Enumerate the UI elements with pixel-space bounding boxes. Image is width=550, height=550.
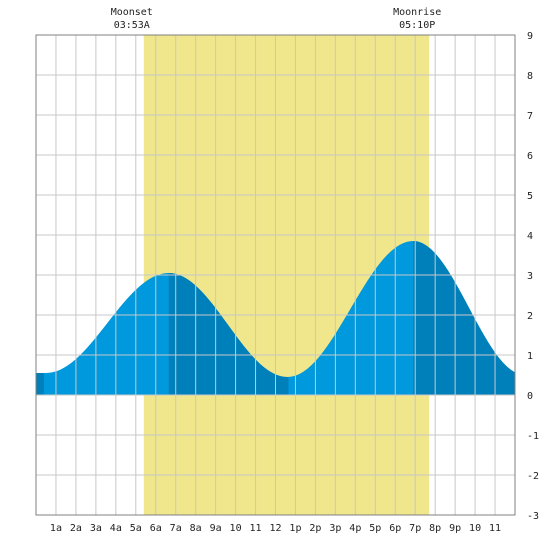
x-tick-label: 5a <box>130 523 142 534</box>
y-tick-label: -1 <box>527 431 539 442</box>
x-tick-label: 4a <box>110 523 122 534</box>
y-tick-label: 2 <box>527 311 533 322</box>
y-tick-label: 8 <box>527 71 533 82</box>
y-tick-label: 3 <box>527 271 533 282</box>
x-tick-label: 5p <box>369 523 381 534</box>
tide-area-dark-2 <box>168 273 289 395</box>
x-tick-label: 8a <box>190 523 202 534</box>
x-tick-label: 11 <box>489 523 501 534</box>
x-tick-label: 2a <box>70 523 82 534</box>
x-tick-label: 12 <box>269 523 281 534</box>
x-tick-label: 10 <box>230 523 242 534</box>
x-tick-label: 1a <box>50 523 62 534</box>
x-tick-label: 7a <box>170 523 182 534</box>
y-tick-label: -3 <box>527 511 539 522</box>
x-tick-label: 6p <box>389 523 401 534</box>
x-tick-label: 3p <box>329 523 341 534</box>
y-tick-label: 7 <box>527 111 533 122</box>
x-tick-label: 4p <box>349 523 361 534</box>
moon-event-name: Moonrise <box>393 7 441 18</box>
y-tick-label: -2 <box>527 471 539 482</box>
x-tick-label: 11 <box>250 523 262 534</box>
moon-event-name: Moonset <box>111 7 153 18</box>
x-tick-label: 9p <box>449 523 461 534</box>
tide-area-dark-3 <box>413 241 515 395</box>
plot-border <box>35 34 516 516</box>
x-tick-label: 10 <box>469 523 481 534</box>
y-tick-label: 9 <box>527 31 533 42</box>
tide-area-dark-1 <box>36 373 44 395</box>
y-tick-label: 1 <box>527 351 533 362</box>
y-tick-label: 4 <box>527 231 533 242</box>
x-tick-label: 9a <box>210 523 222 534</box>
x-tick-label: 8p <box>429 523 441 534</box>
x-tick-label: 3a <box>90 523 102 534</box>
moon-event-time: 03:53A <box>114 20 150 31</box>
y-tick-label: 6 <box>527 151 533 162</box>
y-tick-label: 0 <box>527 391 533 402</box>
x-tick-label: 6a <box>150 523 162 534</box>
y-tick-label: 5 <box>527 191 533 202</box>
x-tick-label: 7p <box>409 523 421 534</box>
moon-event-time: 05:10P <box>399 20 435 31</box>
x-tick-label: 1p <box>289 523 301 534</box>
x-tick-label: 2p <box>309 523 321 534</box>
